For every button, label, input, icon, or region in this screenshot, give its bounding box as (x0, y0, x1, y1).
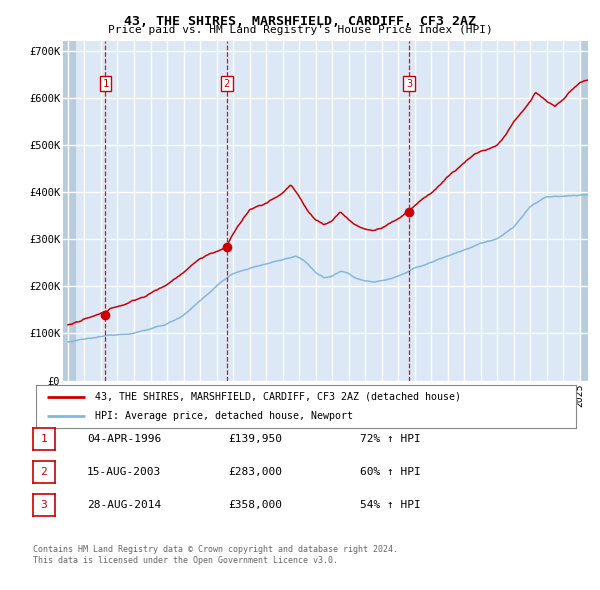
Text: £139,950: £139,950 (228, 434, 282, 444)
Bar (63, 41, 76, 381)
Text: 3: 3 (41, 500, 47, 510)
Text: 15-AUG-2003: 15-AUG-2003 (87, 467, 161, 477)
Text: 2: 2 (224, 78, 230, 88)
Text: Contains HM Land Registry data © Crown copyright and database right 2024.: Contains HM Land Registry data © Crown c… (33, 545, 398, 555)
Text: £358,000: £358,000 (228, 500, 282, 510)
Text: £283,000: £283,000 (228, 467, 282, 477)
Text: HPI: Average price, detached house, Newport: HPI: Average price, detached house, Newp… (95, 411, 353, 421)
Text: 72% ↑ HPI: 72% ↑ HPI (360, 434, 421, 444)
Text: This data is licensed under the Open Government Licence v3.0.: This data is licensed under the Open Gov… (33, 556, 338, 565)
Text: 04-APR-1996: 04-APR-1996 (87, 434, 161, 444)
Text: 28-AUG-2014: 28-AUG-2014 (87, 500, 161, 510)
Text: 43, THE SHIRES, MARSHFIELD, CARDIFF, CF3 2AZ: 43, THE SHIRES, MARSHFIELD, CARDIFF, CF3… (124, 15, 476, 28)
Text: 3: 3 (406, 78, 412, 88)
Text: 60% ↑ HPI: 60% ↑ HPI (360, 467, 421, 477)
Text: 1: 1 (41, 434, 47, 444)
Text: Price paid vs. HM Land Registry's House Price Index (HPI): Price paid vs. HM Land Registry's House … (107, 25, 493, 35)
Text: 43, THE SHIRES, MARSHFIELD, CARDIFF, CF3 2AZ (detached house): 43, THE SHIRES, MARSHFIELD, CARDIFF, CF3… (95, 392, 461, 402)
Bar (580, 41, 588, 381)
Text: 54% ↑ HPI: 54% ↑ HPI (360, 500, 421, 510)
Text: 2: 2 (41, 467, 47, 477)
Text: 1: 1 (103, 78, 109, 88)
